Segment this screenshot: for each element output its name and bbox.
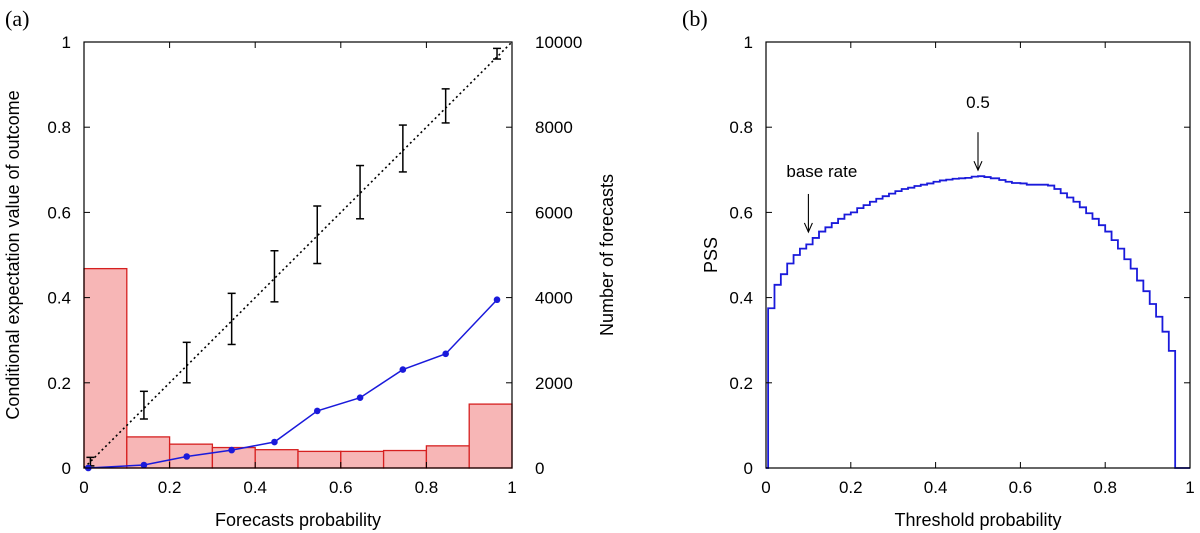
- error-bar-3: [227, 292, 236, 346]
- x-tick-label-b-0: 0: [761, 478, 770, 497]
- x-tick-label-a-1: 0.2: [158, 478, 182, 497]
- pss-step-line: [766, 175, 1190, 469]
- y-axis-title-a: Conditional expectation value of outcome: [3, 90, 23, 419]
- forecast-count-point-9: [493, 296, 501, 304]
- x-tick-label-a-5: 1: [507, 478, 516, 497]
- annotation-label-0: base rate: [786, 162, 857, 181]
- annotation-label-1: 0.5: [966, 93, 990, 112]
- histogram-bar-6: [340, 450, 385, 469]
- annotation-arrowhead-1: [973, 160, 983, 172]
- y-tick-label-b-0: 0: [744, 459, 753, 478]
- y2-tick-label-a-1: 2000: [535, 374, 573, 393]
- y-tick-label-b-1: 0.2: [729, 374, 753, 393]
- plot-frame-b: [765, 41, 1191, 469]
- panel-b-label: (b): [682, 6, 708, 31]
- annotation-0: base rate: [786, 162, 857, 234]
- y2-tick-label-a-0: 0: [535, 459, 544, 478]
- panel-a: (a) 0 0.2 0.4 0.6 0.8 100.20.40.60.8102000400…: [3, 6, 617, 530]
- forecast-count-point-1: [140, 461, 148, 469]
- y-tick-label-a-3: 0.6: [47, 203, 71, 222]
- panel-b: (b) 0 0.2 0.4 0.6 0.8 1 0 0.2 0.4 0.6 0.8 1 base ra…: [682, 6, 1195, 530]
- x-tick-label-b-3: 0.6: [1009, 478, 1033, 497]
- x-tick-label-b-5: 1: [1185, 478, 1194, 497]
- histogram-bar-1: [126, 436, 171, 469]
- forecast-count-point-5: [313, 407, 321, 415]
- ticks-b: 0 0.2 0.4 0.6 0.8 1 0 0.2 0.4 0.6 0.8 1: [729, 33, 1194, 497]
- error-bar-6: [356, 164, 365, 220]
- plot-frame-a: [83, 41, 513, 469]
- forecast-count-point-4: [271, 438, 278, 446]
- y-tick-label-a-4: 0.8: [47, 118, 71, 137]
- y-tick-label-b-5: 1: [744, 33, 753, 52]
- error-bar-2: [182, 341, 191, 384]
- y2-tick-label-a-4: 8000: [535, 118, 573, 137]
- forecast-count-line: [88, 299, 498, 469]
- y-tick-label-a-5: 1: [62, 33, 71, 52]
- y-tick-label-a-0: 0: [62, 459, 71, 478]
- y-tick-label-a-2: 0.4: [47, 289, 71, 308]
- x-tick-label-a-4: 0.8: [415, 478, 439, 497]
- x-axis-title-b: Threshold probability: [894, 510, 1061, 530]
- histogram-bar-4: [254, 449, 299, 469]
- x-tick-label-a-2: 0.4: [243, 478, 267, 497]
- histogram-bar-8: [425, 445, 470, 469]
- forecast-count-point-7: [399, 366, 407, 373]
- histogram: [83, 267, 513, 469]
- forecast-count-point-8: [442, 350, 449, 358]
- error-bar-5: [313, 205, 322, 265]
- error-bars: [86, 47, 502, 467]
- error-bar-4: [270, 249, 279, 303]
- histogram-bar-7: [382, 449, 428, 469]
- x-tick-label-a-0: 0: [79, 478, 88, 497]
- histogram-bar-5: [297, 450, 342, 469]
- x-tick-label-b-4: 0.8: [1093, 478, 1117, 497]
- forecast-count-series: [84, 296, 501, 472]
- ticks-a: 0 0.2 0.4 0.6 0.8 100.20.40.60.81020004000600…: [47, 33, 582, 497]
- y-axis-title-b: PSS: [701, 237, 721, 273]
- error-bar-7: [398, 124, 407, 173]
- error-bar-1: [139, 390, 148, 420]
- x-tick-label-a-3: 0.6: [329, 478, 353, 497]
- annotation-1: 0.5: [966, 93, 990, 172]
- forecast-count-point-3: [228, 446, 235, 454]
- histogram-bar-0: [83, 267, 128, 469]
- reference-diagonal: [83, 41, 513, 469]
- error-bar-8: [441, 88, 450, 124]
- annotation-arrowhead-0: [803, 222, 813, 234]
- x-tick-label-b-1: 0.2: [839, 478, 863, 497]
- y-tick-label-a-1: 0.2: [47, 374, 71, 393]
- y-tick-label-b-4: 0.8: [729, 118, 753, 137]
- panel-a-label: (a): [5, 6, 29, 31]
- y2-axis-title-a: Number of forecasts: [597, 174, 617, 336]
- y2-tick-label-a-3: 6000: [535, 203, 573, 222]
- x-tick-label-b-2: 0.4: [924, 478, 948, 497]
- histogram-bar-9: [468, 403, 513, 469]
- forecast-count-point-2: [183, 453, 191, 460]
- forecast-count-point-6: [356, 394, 364, 402]
- y2-tick-label-a-5: 10000: [535, 33, 582, 52]
- annotations-b: base rate 0.5: [786, 93, 990, 234]
- error-bar-9: [493, 47, 502, 60]
- y-tick-label-b-3: 0.6: [729, 203, 753, 222]
- y-tick-label-b-2: 0.4: [729, 289, 753, 308]
- x-axis-title-a: Forecasts probability: [215, 510, 381, 530]
- y2-tick-label-a-2: 4000: [535, 289, 573, 308]
